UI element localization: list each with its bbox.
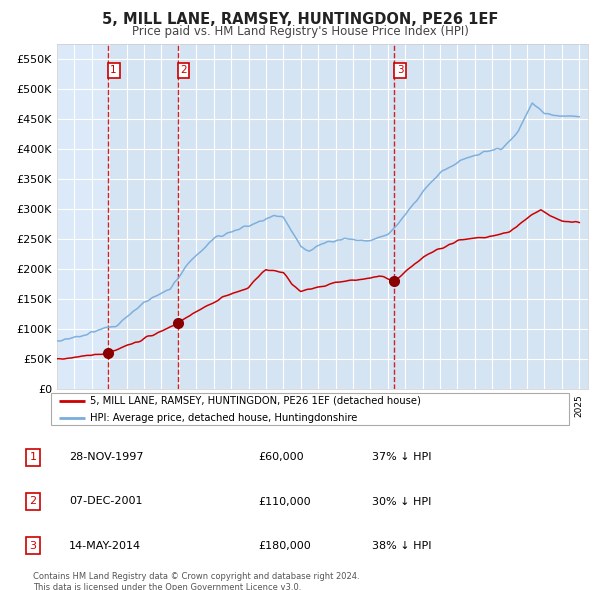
Text: 28-NOV-1997: 28-NOV-1997 [69, 453, 143, 462]
Text: Price paid vs. HM Land Registry's House Price Index (HPI): Price paid vs. HM Land Registry's House … [131, 25, 469, 38]
Text: 3: 3 [397, 65, 403, 76]
Text: 38% ↓ HPI: 38% ↓ HPI [372, 541, 431, 550]
Text: 5, MILL LANE, RAMSEY, HUNTINGDON, PE26 1EF (detached house): 5, MILL LANE, RAMSEY, HUNTINGDON, PE26 1… [90, 396, 421, 406]
Text: 07-DEC-2001: 07-DEC-2001 [69, 497, 143, 506]
Text: 5, MILL LANE, RAMSEY, HUNTINGDON, PE26 1EF: 5, MILL LANE, RAMSEY, HUNTINGDON, PE26 1… [102, 12, 498, 27]
Text: 14-MAY-2014: 14-MAY-2014 [69, 541, 141, 550]
Bar [178, 44, 588, 389]
Text: Contains HM Land Registry data © Crown copyright and database right 2024.
This d: Contains HM Land Registry data © Crown c… [33, 572, 359, 590]
Text: 2: 2 [180, 65, 187, 76]
Text: £60,000: £60,000 [258, 453, 304, 462]
Text: 1: 1 [29, 453, 37, 462]
Text: £110,000: £110,000 [258, 497, 311, 506]
Text: 1: 1 [110, 65, 117, 76]
Text: 30% ↓ HPI: 30% ↓ HPI [372, 497, 431, 506]
FancyBboxPatch shape [50, 392, 569, 425]
Text: 37% ↓ HPI: 37% ↓ HPI [372, 453, 431, 462]
Text: HPI: Average price, detached house, Huntingdonshire: HPI: Average price, detached house, Hunt… [90, 413, 358, 422]
Text: £180,000: £180,000 [258, 541, 311, 550]
Bar [107, 44, 178, 389]
Text: 2: 2 [29, 497, 37, 506]
Text: 3: 3 [29, 541, 37, 550]
